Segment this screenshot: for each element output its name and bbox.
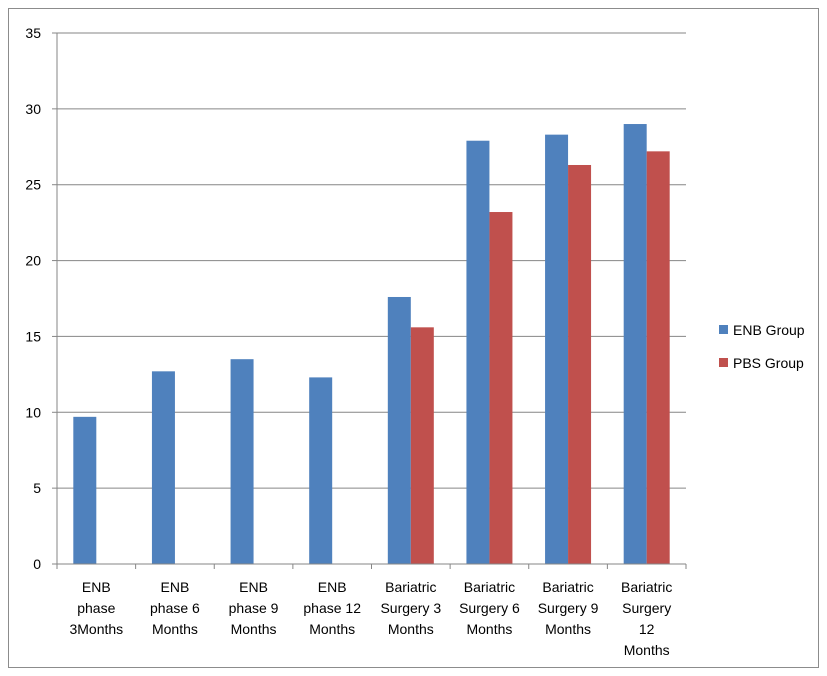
y-tick-label: 0 (33, 556, 41, 572)
x-category-label: Bariatric Surgery 9 Months (538, 579, 599, 637)
bar[interactable] (646, 151, 670, 564)
legend-label: PBS Group (733, 355, 804, 371)
legend-label: ENB Group (733, 322, 805, 338)
bar[interactable] (623, 124, 647, 565)
x-category-label: ENB phase 3Months (69, 579, 123, 637)
y-tick-label: 5 (33, 480, 41, 496)
bars (73, 124, 670, 565)
x-category-label: ENB phase 9 Months (229, 579, 279, 637)
x-category-label: Bariatric Surgery 6 Months (459, 579, 520, 637)
x-axis: ENB phase 3Months ENB phase 6 Months ENB phase … (56, 563, 687, 658)
legend-item[interactable]: ENB Group (719, 322, 805, 338)
legend-swatch (719, 325, 728, 334)
x-category-label: ENB phase 6 Months (150, 579, 200, 637)
y-tick-label: 35 (25, 25, 41, 41)
bar[interactable] (309, 377, 333, 564)
y-tick-label: 25 (25, 177, 41, 193)
y-tick-label: 10 (25, 404, 41, 420)
x-category-label: Bariatric Surgery 12 Months (621, 579, 672, 658)
y-tick-label: 30 (25, 101, 41, 117)
y-axis: 0 5 10 15 20 25 30 35 (25, 25, 58, 572)
bar[interactable] (568, 164, 592, 564)
bar[interactable] (73, 416, 97, 564)
bar[interactable] (545, 134, 569, 565)
legend[interactable]: ENB Group PBS Group (719, 322, 805, 371)
bar[interactable] (466, 140, 490, 564)
x-category-label: Bariatric Surgery 3 Months (380, 579, 441, 637)
bar[interactable] (387, 296, 411, 564)
bar[interactable] (489, 212, 513, 564)
y-tick-label: 20 (25, 253, 41, 269)
bar[interactable] (410, 327, 434, 564)
legend-swatch (719, 358, 728, 367)
gridlines (57, 32, 686, 489)
legend-item[interactable]: PBS Group (719, 355, 804, 371)
bar[interactable] (230, 359, 254, 564)
x-category-label: ENB phase 12 Months (303, 579, 361, 637)
y-tick-label: 15 (25, 328, 41, 344)
bar[interactable] (151, 371, 175, 564)
